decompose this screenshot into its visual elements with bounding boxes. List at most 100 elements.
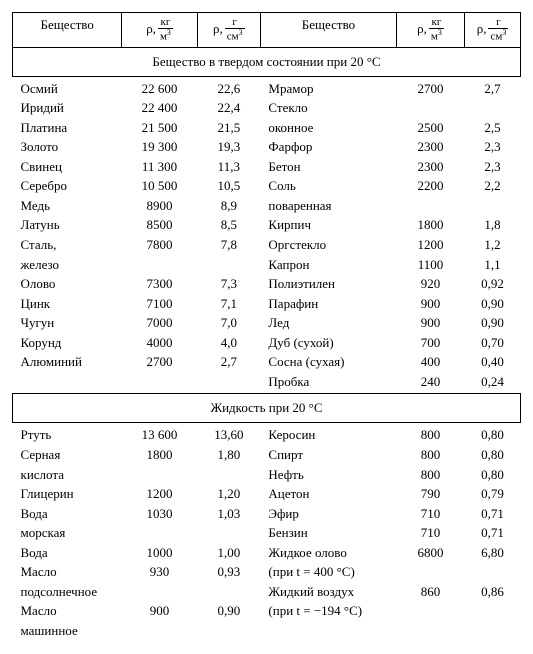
- substance-cell: Масло: [17, 562, 118, 582]
- substance-cell: Ртуть: [17, 425, 118, 445]
- substance-cell: Соль: [264, 176, 392, 196]
- rho-kg-cell: 900: [401, 313, 461, 333]
- rho-g-cell: 0,80: [469, 445, 517, 465]
- substance-cell: Сосна (сухая): [264, 352, 392, 372]
- rho-g-cell: 1,1: [469, 255, 517, 275]
- rho-g-cell: 1,00: [201, 543, 256, 563]
- rho-kg-cell: [126, 523, 193, 543]
- rho-g-cell: 4,0: [201, 333, 256, 353]
- substance-cell: Фарфор: [264, 137, 392, 157]
- col-rho-kg-1: ρ,кгм3: [122, 13, 197, 48]
- substance-cell: машинное: [17, 621, 118, 641]
- substance-cell: (при t = 400 °С): [264, 562, 392, 582]
- rho-kg-cell: 800: [401, 445, 461, 465]
- rho-kg-cell: [401, 98, 461, 118]
- rho-kg-cell: 400: [401, 352, 461, 372]
- rho-kg-cell: 700: [401, 333, 461, 353]
- substance-cell: Латунь: [17, 215, 118, 235]
- rho-kg-cell: 1000: [126, 543, 193, 563]
- rho-g-cell: 0,71: [469, 523, 517, 543]
- rho-g-cell: 0,90: [201, 601, 256, 621]
- rho-kg-cell: 900: [401, 294, 461, 314]
- substance-cell: Керосин: [264, 425, 392, 445]
- substance-cell: Эфир: [264, 504, 392, 524]
- rho-g-cell: 10,5: [201, 176, 256, 196]
- col-rho-g-2: ρ,гсм3: [465, 13, 521, 48]
- rho-kg-cell: [401, 601, 461, 621]
- rho-kg-cell: 710: [401, 523, 461, 543]
- rho-kg-cell: 21 500: [126, 118, 193, 138]
- rho-g-cell: 7,8: [201, 235, 256, 255]
- substance-cell: Лед: [264, 313, 392, 333]
- rho-g-cell: 11,3: [201, 157, 256, 177]
- rho-g-cell: 1,20: [201, 484, 256, 504]
- section-body-liquids: РтутьСернаякислотаГлицеринВодаморскаяВод…: [13, 423, 521, 643]
- substance-cell: Стекло: [264, 98, 392, 118]
- rho-g-cell: 19,3: [201, 137, 256, 157]
- substance-cell: Бензин: [264, 523, 392, 543]
- rho-kg-cell: 10 500: [126, 176, 193, 196]
- substance-cell: железо: [17, 255, 118, 275]
- rho-kg-cell: 240: [401, 372, 461, 392]
- rho-g-cell: 0,70: [469, 333, 517, 353]
- substance-cell: Бетон: [264, 157, 392, 177]
- rho-kg-cell: 860: [401, 582, 461, 602]
- rho-kg-cell: 1200: [126, 484, 193, 504]
- substance-cell: Пробка: [264, 372, 392, 392]
- col-substance-1: Бещество: [13, 13, 122, 48]
- rho-kg-cell: 1800: [401, 215, 461, 235]
- rho-kg-cell: 4000: [126, 333, 193, 353]
- substance-cell: Парафин: [264, 294, 392, 314]
- rho-g-cell: 7,3: [201, 274, 256, 294]
- substance-cell: Вода: [17, 504, 118, 524]
- rho-g-cell: [469, 98, 517, 118]
- rho-g-cell: 0,24: [469, 372, 517, 392]
- rho-g-cell: [469, 601, 517, 621]
- rho-g-cell: 2,7: [201, 352, 256, 372]
- header-row: Бещество ρ,кгм3 ρ,гсм3 Бещество ρ,кгм3 ρ…: [13, 13, 521, 48]
- rho-g-cell: 2,3: [469, 137, 517, 157]
- rho-kg-cell: 7000: [126, 313, 193, 333]
- rho-g-cell: 22,4: [201, 98, 256, 118]
- rho-g-cell: 1,03: [201, 504, 256, 524]
- rho-g-cell: [201, 255, 256, 275]
- substance-cell: Иридий: [17, 98, 118, 118]
- rho-g-cell: [469, 562, 517, 582]
- substance-cell: Медь: [17, 196, 118, 216]
- substance-cell: (при t = −194 °С): [264, 601, 392, 621]
- rho-kg-cell: [401, 196, 461, 216]
- rho-kg-cell: 2700: [126, 352, 193, 372]
- rho-g-cell: 21,5: [201, 118, 256, 138]
- substance-cell: Ацетон: [264, 484, 392, 504]
- section-title-solids: Бещество в твердом состоянии при 20 °С: [13, 47, 521, 76]
- rho-kg-cell: 8500: [126, 215, 193, 235]
- rho-g-cell: 0,86: [469, 582, 517, 602]
- rho-kg-cell: [401, 562, 461, 582]
- substance-cell: Жидкое олово: [264, 543, 392, 563]
- density-table: Бещество ρ,кгм3 ρ,гсм3 Бещество ρ,кгм3 ρ…: [12, 12, 521, 642]
- rho-kg-cell: 930: [126, 562, 193, 582]
- rho-kg-cell: 6800: [401, 543, 461, 563]
- substance-cell: Жидкий воздух: [264, 582, 392, 602]
- rho-g-cell: 0,93: [201, 562, 256, 582]
- rho-kg-cell: 2500: [401, 118, 461, 138]
- section-body-solids: ОсмийИридийПлатинаЗолотоСвинецСереброМед…: [13, 76, 521, 394]
- rho-kg-cell: [126, 621, 193, 641]
- rho-g-cell: 1,2: [469, 235, 517, 255]
- rho-g-cell: 0,90: [469, 294, 517, 314]
- substance-cell: Сталь,: [17, 235, 118, 255]
- rho-kg-cell: 800: [401, 465, 461, 485]
- rho-kg-cell: 19 300: [126, 137, 193, 157]
- rho-kg-cell: 13 600: [126, 425, 193, 445]
- substance-cell: морская: [17, 523, 118, 543]
- rho-g-cell: 0,80: [469, 465, 517, 485]
- rho-kg-cell: 22 400: [126, 98, 193, 118]
- rho-kg-cell: [401, 621, 461, 641]
- rho-kg-cell: 7800: [126, 235, 193, 255]
- rho-kg-cell: [126, 372, 193, 392]
- substance-cell: подсолнечное: [17, 582, 118, 602]
- rho-g-cell: [469, 621, 517, 641]
- rho-kg-cell: 7300: [126, 274, 193, 294]
- rho-kg-cell: 22 600: [126, 79, 193, 99]
- substance-cell: Золото: [17, 137, 118, 157]
